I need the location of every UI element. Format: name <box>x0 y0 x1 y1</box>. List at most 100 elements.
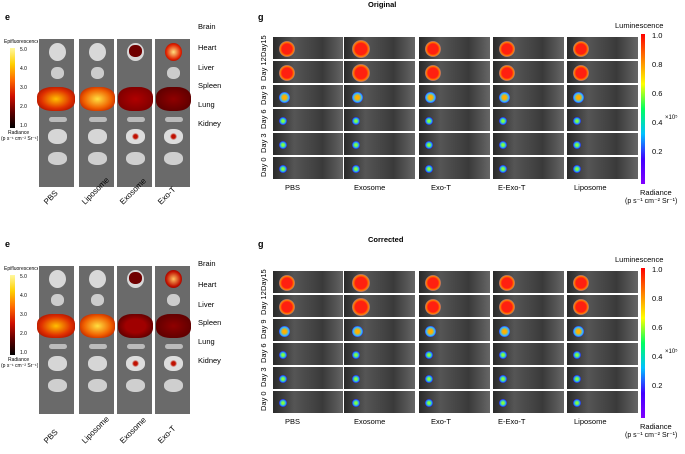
kidney-image <box>164 152 183 165</box>
liver-image <box>156 87 191 111</box>
luminescence-signal <box>573 325 584 337</box>
mouse-image <box>272 270 345 294</box>
lum-tick-label: 0.2 <box>652 147 663 156</box>
brain-image <box>49 43 66 61</box>
mouse-image <box>566 108 639 132</box>
mouse-image <box>418 294 491 318</box>
lum-colorbar <box>641 268 645 418</box>
mouse-image <box>272 318 345 342</box>
day-label: Day 12 <box>259 57 268 81</box>
epi-unit-label: Radiance <box>8 130 30 136</box>
spleen-image <box>49 117 67 122</box>
lung-image <box>126 356 145 371</box>
spleen-image <box>49 344 67 349</box>
panel-letter-g: g <box>258 239 264 249</box>
epi-tick-label: 1.0 <box>20 123 27 129</box>
epi-tick-label: 3.0 <box>20 312 27 318</box>
panel-letter-e: e <box>5 12 11 22</box>
spleen-image <box>89 344 107 349</box>
day-label: Day 3 <box>259 367 268 387</box>
mouse-image <box>492 36 565 60</box>
luminescence-signal <box>499 325 510 337</box>
group-label-g: E-Exo-T <box>498 417 526 426</box>
mouse-image <box>272 36 345 60</box>
organ-image-column <box>37 265 75 415</box>
mouse-image <box>343 270 416 294</box>
liver-image <box>80 87 115 111</box>
epi-tick-label: 1.0 <box>20 350 27 356</box>
spleen-image <box>127 117 145 122</box>
organ-label: Lung <box>198 337 215 346</box>
lum-tick-label: 0.4 <box>652 352 663 361</box>
organ-label: Kidney <box>198 356 221 365</box>
epi-tick-label: 4.0 <box>20 66 27 72</box>
brain-image <box>165 43 182 61</box>
luminescence-signal <box>279 65 295 81</box>
mouse-image <box>418 156 491 180</box>
luminescence-signal <box>499 117 507 125</box>
luminescence-signal <box>573 141 581 149</box>
lung-image <box>164 129 183 144</box>
mouse-image <box>343 318 416 342</box>
mouse-image <box>272 342 345 366</box>
heart-image <box>51 294 64 306</box>
mouse-image <box>418 60 491 84</box>
luminescence-signal <box>352 274 370 292</box>
luminescence-signal <box>573 65 589 81</box>
kidney-image <box>48 152 67 165</box>
lung-image <box>88 356 107 371</box>
epi-tick-label: 2.0 <box>20 331 27 337</box>
luminescence-signal <box>499 141 507 149</box>
mouse-image <box>418 132 491 156</box>
panel-heading: Corrected <box>368 235 404 244</box>
lum-tick-label: 0.6 <box>652 89 663 98</box>
luminescence-signal <box>425 275 441 291</box>
liver-image <box>37 314 75 338</box>
lum-exponent-label: ×10⁵ <box>665 115 678 121</box>
luminescence-signal <box>573 41 589 57</box>
luminescence-signal <box>499 165 507 173</box>
mouse-image <box>418 342 491 366</box>
mouse-image <box>566 366 639 390</box>
panel-letter-g: g <box>258 12 264 22</box>
organ-image-column <box>116 265 153 415</box>
day-label: Day 12 <box>259 291 268 315</box>
lum-unit-label: (p s⁻¹ cm⁻² Sr⁻¹) <box>625 198 678 205</box>
luminescence-signal <box>352 399 360 407</box>
mouse-image <box>343 108 416 132</box>
organ-image-column <box>154 38 191 188</box>
luminescence-signal <box>352 375 360 383</box>
mouse-image-grid <box>272 36 639 180</box>
mouse-image <box>492 342 565 366</box>
luminescence-signal <box>499 41 515 57</box>
mouse-image <box>272 132 345 156</box>
mouse-image <box>272 390 345 414</box>
mouse-image <box>566 390 639 414</box>
luminescence-signal <box>352 298 370 316</box>
luminescence-signal <box>352 165 360 173</box>
group-label-e: PBS <box>42 188 60 207</box>
liver-image <box>80 314 115 338</box>
epi-tick-label: 3.0 <box>20 85 27 91</box>
group-label-e: Exo-T <box>156 423 178 446</box>
group-label-g: Liposome <box>574 183 607 192</box>
lum-colorbar-title: Luminescence <box>615 255 664 264</box>
luminescence-signal <box>573 375 581 383</box>
luminescence-signal <box>499 91 510 103</box>
luminescence-signal <box>425 299 441 315</box>
mouse-image <box>566 132 639 156</box>
mouse-image <box>418 36 491 60</box>
luminescence-signal <box>352 351 360 359</box>
mouse-image <box>343 84 416 108</box>
mouse-image <box>492 294 565 318</box>
luminescence-signal <box>573 91 584 103</box>
organ-image-column <box>154 265 191 415</box>
organ-label: Brain <box>198 22 216 31</box>
luminescence-signal <box>279 399 287 407</box>
mouse-image <box>272 366 345 390</box>
liver-image <box>118 87 153 111</box>
group-label-g: Exo-T <box>431 183 452 192</box>
organ-label: Brain <box>198 259 216 268</box>
luminescence-signal <box>499 65 515 81</box>
heart-image <box>129 272 142 284</box>
